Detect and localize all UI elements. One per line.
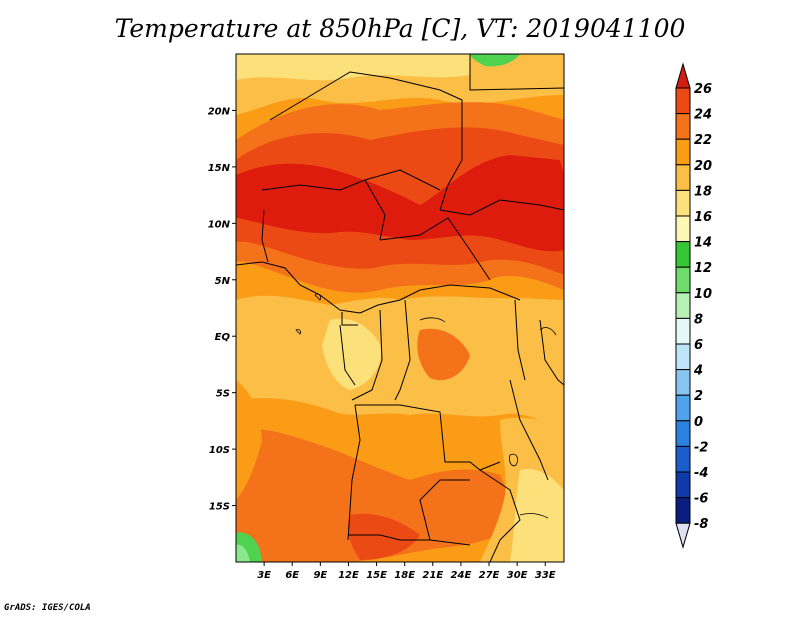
colorbar-box (675, 189, 691, 217)
map-frame (235, 53, 565, 563)
colorbar-label: 4 (693, 364, 703, 379)
lon-tick-label: 27E (479, 570, 500, 581)
colorbar-label: -2 (694, 440, 708, 455)
colorbar-label: 12 (694, 261, 712, 276)
colorbar-box (675, 471, 691, 499)
colorbar-box (675, 138, 691, 166)
lat-tick-label: 5S (216, 389, 230, 400)
colorbar-box (675, 113, 691, 140)
colorbar-box (675, 241, 691, 268)
colorbar-box (675, 87, 691, 115)
colorbar-label: 26 (694, 82, 712, 97)
colorbar-label: -6 (694, 492, 708, 507)
colorbar-box (675, 164, 691, 191)
lat-tick-label: 10S (209, 445, 230, 456)
footer-credit: GrADS: IGES/COLA (4, 603, 91, 613)
colorbar-box (675, 369, 691, 396)
colorbar-label: 10 (694, 287, 712, 302)
colorbar-label: 22 (694, 133, 712, 148)
longitude-axis: 3E 6E 9E 12E 15E 18E 21E 24E 27E 30E 33E (257, 562, 556, 581)
colorbar-label: -8 (694, 517, 708, 532)
colorbar-box (675, 343, 691, 371)
lat-tick-label: 15S (209, 502, 230, 513)
lon-tick-label: 18E (394, 570, 415, 581)
colorbar-label: -4 (694, 466, 708, 481)
lon-tick-label: 24E (451, 570, 472, 581)
lat-tick-label: 5N (215, 276, 231, 287)
colorbar-label: 0 (694, 415, 703, 430)
lon-tick-label: 30E (507, 570, 528, 581)
colorbar-box (675, 292, 691, 319)
colorbar-box (675, 497, 691, 524)
colorbar-box (675, 266, 691, 294)
colorbar-box (675, 215, 691, 243)
lon-tick-label: 15E (366, 570, 387, 581)
colorbar-label: 20 (694, 159, 712, 174)
latitude-axis: 20N 15N 10N 5N EQ 5S 10S 15S (208, 106, 236, 513)
colorbar-label: 6 (694, 338, 703, 353)
lat-tick-label: EQ (215, 332, 231, 343)
lon-tick-label: 6E (285, 570, 299, 581)
chart-title: Temperature at 850hPa [C], VT: 201904110… (114, 14, 686, 43)
lon-tick-label: 12E (338, 570, 359, 581)
colorbar-box (675, 420, 691, 447)
lon-tick-label: 3E (257, 570, 271, 581)
lon-tick-label: 33E (535, 570, 556, 581)
lat-tick-label: 10N (208, 219, 231, 230)
colorbar-label: 18 (694, 184, 712, 199)
colorbar-top-arrow (675, 62, 691, 89)
colorbar-label: 14 (694, 236, 712, 251)
colorbar-label: 24 (694, 108, 712, 123)
colorbar-bottom-arrow (675, 522, 691, 549)
lat-tick-label: 15N (208, 163, 231, 174)
colorbar-box (675, 394, 691, 422)
colorbar-box (675, 445, 691, 473)
lon-tick-label: 21E (422, 570, 443, 581)
colorbar-label: 2 (694, 389, 703, 404)
colorbar-label: 16 (694, 210, 712, 225)
temperature-field (236, 54, 564, 562)
colorbar-box (675, 317, 691, 345)
lat-tick-label: 20N (208, 106, 231, 117)
colorbar-label: 8 (694, 312, 703, 327)
lon-tick-label: 9E (313, 570, 327, 581)
